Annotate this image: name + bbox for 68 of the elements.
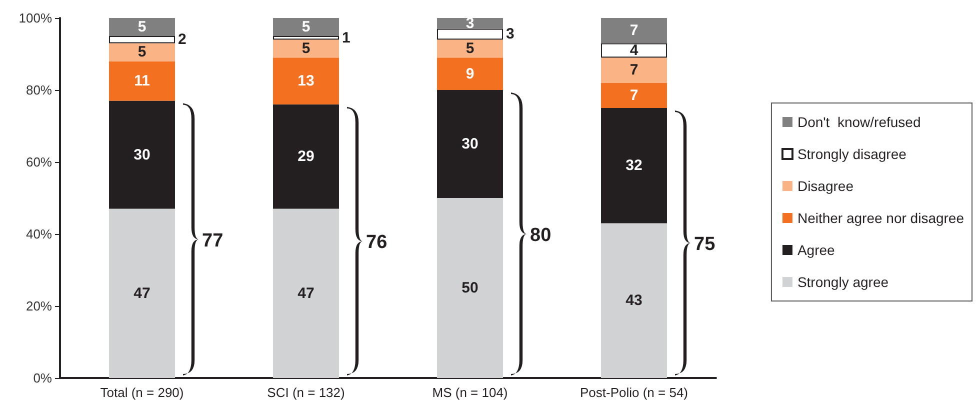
bar — [273, 40, 339, 58]
data-label: 50 — [462, 280, 478, 296]
legend-label: Agree — [797, 242, 836, 258]
data-label: 32 — [626, 157, 642, 174]
x-tick-label: SCI (n = 132) — [267, 385, 345, 400]
y-tick-label: 60% — [26, 154, 52, 170]
bar — [109, 43, 175, 62]
legend-label: Disagree — [797, 178, 854, 194]
data-label: 5 — [302, 18, 310, 36]
data-label: 29 — [298, 148, 314, 166]
y-tick-label: 20% — [26, 298, 52, 314]
bar — [437, 28, 503, 40]
data-label: 5 — [138, 44, 146, 61]
bar — [273, 58, 339, 104]
data-label: 47 — [134, 284, 150, 302]
data-label: 1 — [342, 29, 350, 46]
bar — [273, 36, 339, 40]
bar — [437, 90, 503, 198]
data-label: 47 — [298, 284, 314, 302]
x-tick-label: Post-Polio (n = 54) — [580, 385, 688, 400]
annotation: 76 — [366, 232, 388, 254]
bar — [273, 18, 339, 36]
bar — [437, 198, 503, 378]
data-label: 3 — [506, 26, 514, 43]
data-label: 3 — [466, 14, 474, 32]
bar — [437, 18, 503, 29]
data-label: 11 — [134, 72, 150, 90]
annotation: 77 — [202, 230, 224, 252]
data-label: 30 — [462, 136, 478, 152]
data-label: 13 — [298, 72, 314, 90]
bar — [601, 82, 667, 108]
y-tick-label: 100% — [18, 10, 52, 26]
bar — [601, 43, 667, 58]
bar — [109, 208, 175, 378]
data-label: 7 — [630, 22, 638, 40]
data-label: 7 — [630, 86, 638, 104]
y-tick-label: 0% — [33, 370, 52, 386]
bar — [601, 108, 667, 224]
bar — [601, 18, 667, 44]
data-label: 4 — [630, 42, 639, 59]
legend-label: Neither agree nor disagree — [797, 210, 964, 226]
bar — [109, 100, 175, 209]
bar — [273, 208, 339, 378]
bar — [109, 61, 175, 101]
data-label: 9 — [466, 65, 474, 82]
x-tick-label: Total (n = 290) — [100, 385, 184, 400]
bar — [601, 58, 667, 83]
legend-label: Strongly agree — [797, 274, 889, 290]
data-label: 2 — [178, 31, 186, 48]
data-label: 7 — [630, 62, 638, 79]
x-tick-label: MS (n = 104) — [432, 385, 508, 400]
legend-label: Don't know/refused — [797, 114, 921, 130]
y-tick-label: 40% — [26, 226, 52, 242]
bar — [601, 223, 667, 378]
data-label: 5 — [302, 40, 310, 58]
bar — [273, 104, 339, 209]
bar — [437, 40, 503, 58]
data-label: 5 — [138, 18, 146, 36]
annotation: 80 — [530, 225, 552, 246]
bar — [109, 36, 175, 44]
data-label: 43 — [626, 292, 642, 310]
data-label: 30 — [134, 146, 150, 164]
bar — [437, 58, 503, 90]
data-label: 5 — [466, 40, 474, 58]
legend-label: Strongly disagree — [797, 146, 907, 162]
y-tick-label: 80% — [26, 82, 52, 98]
bar — [109, 18, 175, 36]
annotation: 75 — [694, 234, 716, 255]
